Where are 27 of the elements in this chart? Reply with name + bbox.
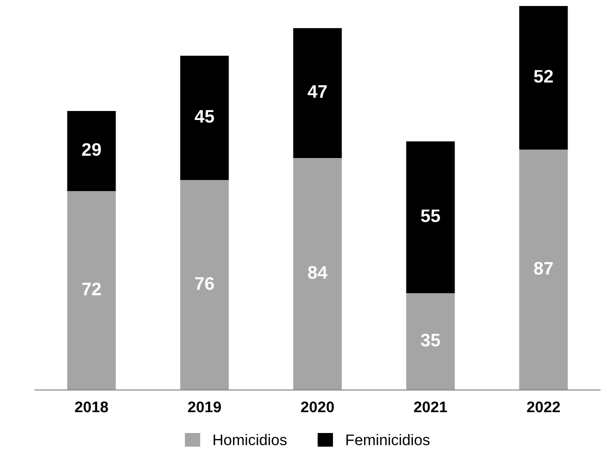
data-label: 55 bbox=[421, 210, 440, 222]
bar bbox=[67, 110, 116, 192]
x-tick-label: 2021 bbox=[414, 402, 448, 412]
bar bbox=[293, 158, 342, 390]
bar bbox=[519, 150, 568, 390]
bar bbox=[519, 6, 568, 150]
bar bbox=[406, 293, 455, 390]
data-label: 35 bbox=[420, 334, 440, 347]
data-label: 47 bbox=[308, 85, 327, 98]
bar bbox=[67, 191, 116, 390]
legend-label: Feminicidios bbox=[346, 434, 430, 446]
data-label: 76 bbox=[195, 277, 214, 290]
bar bbox=[180, 56, 229, 180]
data-label: 29 bbox=[82, 143, 101, 156]
data-label: 45 bbox=[194, 110, 214, 123]
bar bbox=[180, 180, 229, 390]
data-label: 52 bbox=[534, 70, 553, 83]
bar bbox=[293, 28, 342, 158]
x-tick-label: 2020 bbox=[301, 402, 334, 412]
legend-label: Homicidios bbox=[214, 434, 287, 446]
bar bbox=[406, 141, 455, 294]
x-tick-label: 2018 bbox=[75, 402, 108, 412]
x-tick-label: 2022 bbox=[527, 402, 560, 412]
x-tick-label: 2019 bbox=[188, 402, 221, 412]
data-label: 87 bbox=[534, 262, 553, 275]
data-label: 84 bbox=[308, 266, 328, 279]
data-label: 72 bbox=[82, 282, 101, 296]
